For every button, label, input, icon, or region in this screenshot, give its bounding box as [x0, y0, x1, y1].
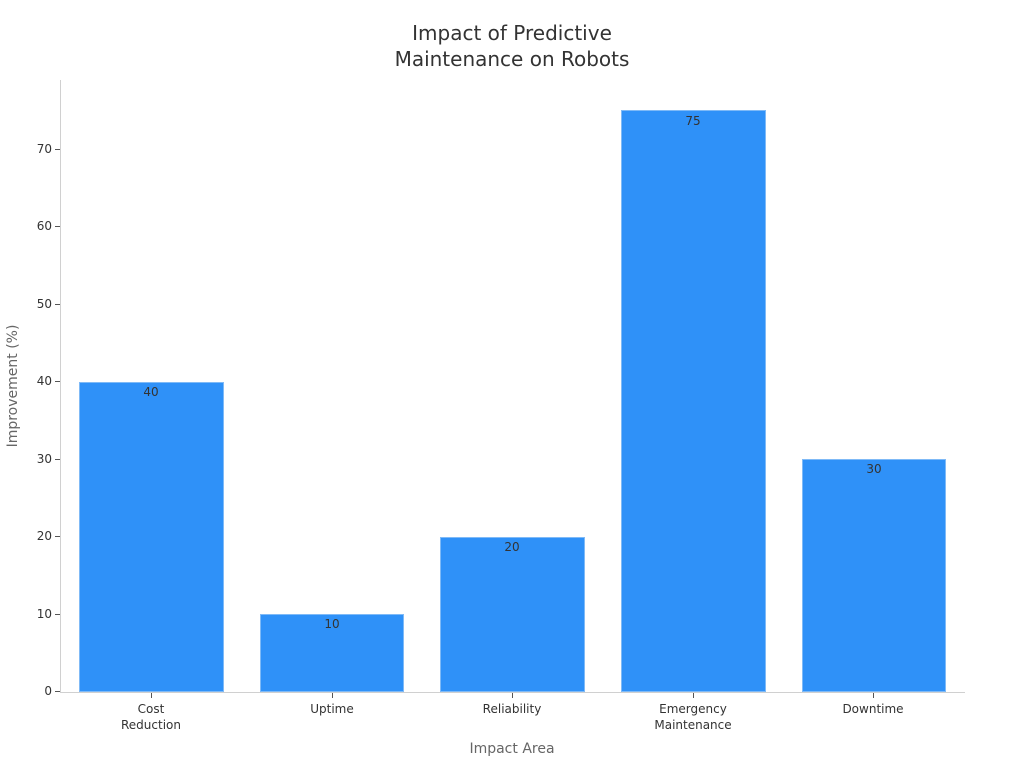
bar-value-label: 40 [143, 385, 159, 399]
bar-value-label: 20 [504, 540, 520, 554]
bar-emergency-maintenance [621, 110, 766, 692]
y-tick-label: 60 [36, 219, 52, 233]
x-tick-label: Uptime [310, 702, 354, 716]
y-tick [55, 614, 60, 615]
x-tick [873, 693, 874, 698]
y-tick-label: 70 [36, 142, 52, 156]
x-tick [512, 693, 513, 698]
y-tick [55, 226, 60, 227]
y-tick-label: 10 [36, 607, 52, 621]
bar-value-label: 30 [866, 462, 882, 476]
y-tick [55, 459, 60, 460]
x-axis-line [60, 692, 965, 693]
y-tick [55, 304, 60, 305]
x-tick-label: Emergency Maintenance [654, 702, 732, 732]
y-axis-line [60, 80, 61, 693]
bar-downtime [802, 459, 946, 692]
y-tick [55, 149, 60, 150]
bar-reliability [440, 537, 585, 692]
y-tick [55, 381, 60, 382]
bar-cost-reduction [79, 382, 224, 692]
bar-uptime [260, 614, 404, 692]
y-tick-label: 30 [36, 452, 52, 466]
y-tick-label: 0 [44, 684, 52, 698]
y-tick-label: 50 [36, 297, 52, 311]
x-axis-label: Impact Area [469, 741, 555, 757]
bar-value-label: 75 [685, 114, 701, 128]
y-tick [55, 536, 60, 537]
x-tick-label: Reliability [482, 702, 542, 716]
x-tick-label: Downtime [842, 702, 904, 716]
y-axis-label: Improvement (%) [5, 324, 21, 448]
chart-title: Impact of Predictive Maintenance on Robo… [0, 20, 1024, 72]
chart-title-line-2: Maintenance on Robots [394, 47, 630, 71]
x-tick [151, 693, 152, 698]
y-tick-label: 40 [36, 374, 52, 388]
x-tick-label: Cost Reduction [121, 702, 181, 732]
bar-value-label: 10 [324, 617, 340, 631]
y-tick-label: 20 [36, 529, 52, 543]
chart-title-line-1: Impact of Predictive [412, 21, 612, 45]
x-tick [332, 693, 333, 698]
y-tick [55, 691, 60, 692]
x-tick [693, 693, 694, 698]
